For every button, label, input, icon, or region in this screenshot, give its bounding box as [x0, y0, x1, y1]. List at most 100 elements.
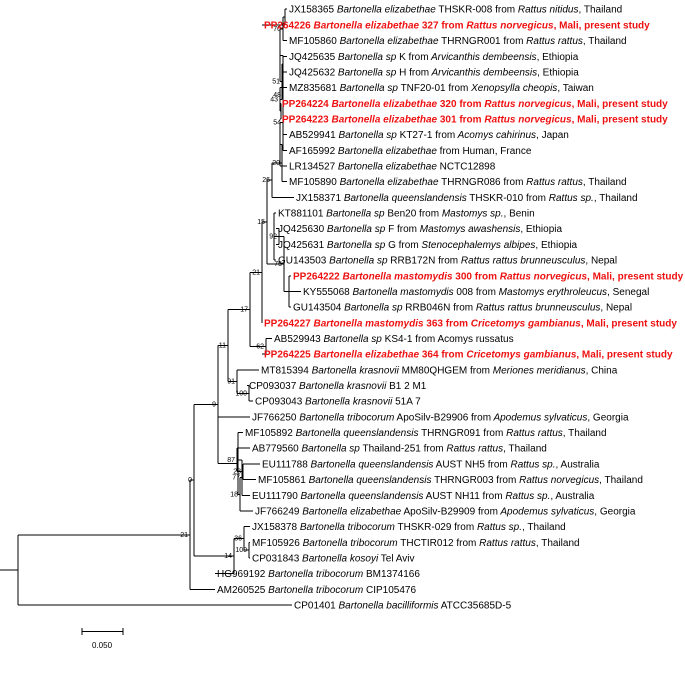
leaf-rest: H from — [396, 67, 429, 78]
leaf-sp: Bartonella krasnovii — [309, 365, 400, 376]
leaf-acc: JQ425630 — [278, 224, 325, 235]
leaf-label: JQ425635 Bartonella sp K from Arvicanthi… — [289, 52, 579, 63]
leaf-label: CP031843 Bartonella kosoyi Tel Aviv — [252, 553, 415, 564]
bootstrap-value: 70 — [273, 26, 281, 33]
bootstrap-value: 23 — [233, 469, 241, 476]
leaf-loc: , China — [586, 365, 618, 376]
leaf-label: MF105892 Bartonella queenslandensis THRN… — [245, 428, 607, 439]
scale-bar-label: 0.050 — [92, 641, 113, 650]
leaf-sp: Bartonella mastomydis — [350, 287, 454, 298]
leaf-sp: Bartonella elizabethae — [335, 162, 437, 173]
leaf-acc: JQ425635 — [289, 52, 336, 63]
leaf-label: EU111788 Bartonella queenslandensis AUST… — [262, 459, 600, 470]
leaf-loc: , Taiwan — [557, 83, 594, 94]
leaf-acc: PP264225 — [264, 350, 311, 361]
leaf-loc: , Georgia — [587, 412, 629, 423]
leaf-loc: , Mali, present study — [572, 114, 669, 125]
leaf-sp: Bartonella krasnovii — [302, 397, 393, 408]
leaf-acc: MT815394 — [261, 365, 309, 376]
bootstrap-value: 18 — [230, 491, 238, 498]
leaf-label: CP093043 Bartonella krasnovii 51A 7 — [255, 397, 421, 408]
leaf-host: Acomys cahirinus — [455, 130, 536, 141]
leaf-rest: 327 from — [419, 20, 464, 31]
leaf-label: JX158365 Bartonella elizabethae THSKR-00… — [289, 5, 622, 16]
leaf-sp: Bartonella elizabethae — [329, 114, 438, 125]
leaf-sp: Bartonella sp — [321, 334, 383, 345]
bootstrap-value: 0 — [188, 477, 192, 484]
leaf-sp: Bartonella elizabethae — [337, 36, 439, 47]
leaf-rest: 51A 7 — [392, 397, 421, 408]
leaf-host: Rattus sp. — [503, 491, 551, 502]
bootstrap-value: 100 — [235, 390, 247, 397]
leaf-sp: Bartonella mastomydis — [340, 271, 453, 282]
leaf-acc: MF105861 — [258, 475, 306, 486]
leaf-host: Cricetomys gambianus — [468, 318, 581, 329]
leaf-rest: 320 from — [437, 99, 482, 110]
leaf-label: CP093037 Bartonella krasnovii B1 2 M1 — [249, 381, 427, 392]
leaf-rest: 363 from — [424, 318, 469, 329]
leaf-loc: , Mali, present study — [581, 318, 678, 329]
leaf-labels: JX158365 Bartonella elizabethae THSKR-00… — [217, 5, 684, 612]
leaf-rest: KS4-1 from Acomys russatus — [382, 334, 514, 345]
leaf-label: GU143504 Bartonella sp RRB046N from Ratt… — [293, 303, 632, 314]
leaf-sp: Bartonella sp — [335, 67, 397, 78]
leaf-label: KY555068 Bartonella mastomydis 008 from … — [303, 287, 649, 298]
leaf-sp: Bartonella queenslandensis — [308, 459, 434, 470]
leaf-label: JQ425630 Bartonella sp F from Mastomys a… — [278, 224, 562, 235]
bootstrap-value: 15 — [257, 219, 265, 226]
leaf-rest: RRB172N from — [388, 256, 459, 267]
leaf-loc: , Thailand — [522, 522, 566, 533]
leaf-sp: Bartonella tribocorum — [265, 585, 363, 596]
leaf-host: Rattus rattus brunneusculus — [458, 256, 585, 267]
bootstrap-value: 17 — [240, 306, 248, 313]
leaf-label: AB529941 Bartonella sp KT27-1 from Acomy… — [289, 130, 569, 141]
bootstrap-value: 48 — [273, 92, 281, 99]
leaf-acc: PP264226 — [264, 20, 311, 31]
bootstrap-value: 21 — [180, 532, 188, 539]
leaf-rest: AUST NH5 from — [433, 459, 507, 470]
leaf-sp: Bartonella bacilliformis — [336, 601, 439, 612]
leaf-rest: CIP105476 — [363, 585, 416, 596]
leaf-host: Rattus norvegicus — [482, 114, 572, 125]
leaf-acc: JF766249 — [255, 506, 300, 517]
leaf-sp: Bartonella queenslandensis — [298, 491, 424, 502]
leaf-label-present-study: PP264227 Bartonella mastomydis 363 from … — [264, 318, 677, 329]
leaf-host: Cricetomys gambianus — [464, 350, 577, 361]
leaf-rest: Thailand-251 from — [360, 444, 444, 455]
leaf-acc: AM260525 — [217, 585, 266, 596]
leaf-host: Rattus rattus — [476, 538, 535, 549]
leaf-label-present-study: PP264223 Bartonella elizabethae 301 from… — [282, 114, 668, 125]
leaf-loc: , Mali, present study — [572, 99, 669, 110]
leaf-rest: 301 from — [437, 114, 482, 125]
bootstrap-value: 77 — [232, 475, 240, 482]
leaf-loc: , Georgia — [594, 506, 636, 517]
bootstrap-value: 43 — [270, 96, 278, 103]
leaf-rest: Tel Aviv — [378, 553, 414, 564]
bootstrap-value: 100 — [235, 547, 247, 554]
leaf-acc: CP093043 — [255, 397, 303, 408]
leaf-sp: Bartonella sp — [341, 303, 403, 314]
leaf-acc: PP264227 — [264, 318, 311, 329]
leaf-acc: JF766250 — [252, 412, 297, 423]
leaf-acc: JX158378 — [252, 522, 297, 533]
leaf-acc: MF105890 — [289, 177, 337, 188]
leaf-label: MF105926 Bartonella tribocorum THCTIR012… — [252, 538, 580, 549]
bootstrap-value: 14 — [224, 553, 232, 560]
leaf-acc: GU143503 — [278, 256, 327, 267]
leaf-rest: 364 from — [419, 350, 464, 361]
leaf-rest: B1 2 M1 — [386, 381, 426, 392]
leaf-rest: KT27-1 from — [397, 130, 455, 141]
leaf-sp: Bartonella mastomydis — [311, 318, 424, 329]
leaf-host: Rattus rattus — [523, 177, 582, 188]
leaf-sp: Bartonella elizabethae — [299, 506, 401, 517]
leaf-acc: JX158371 — [296, 193, 341, 204]
leaf-label: AB529943 Bartonella sp KS4-1 from Acomys… — [274, 334, 514, 345]
leaf-sp: Bartonella krasnovii — [296, 381, 387, 392]
leaf-sp: Bartonella elizabethae — [311, 20, 420, 31]
leaf-loc: , Thailand — [563, 428, 607, 439]
leaf-acc: MF105926 — [252, 538, 300, 549]
leaf-acc: JX158365 — [289, 5, 334, 16]
leaf-acc: CP093037 — [249, 381, 297, 392]
leaf-sp: Bartonella sp — [299, 444, 361, 455]
leaf-rest: THSKR-008 from — [436, 5, 515, 16]
